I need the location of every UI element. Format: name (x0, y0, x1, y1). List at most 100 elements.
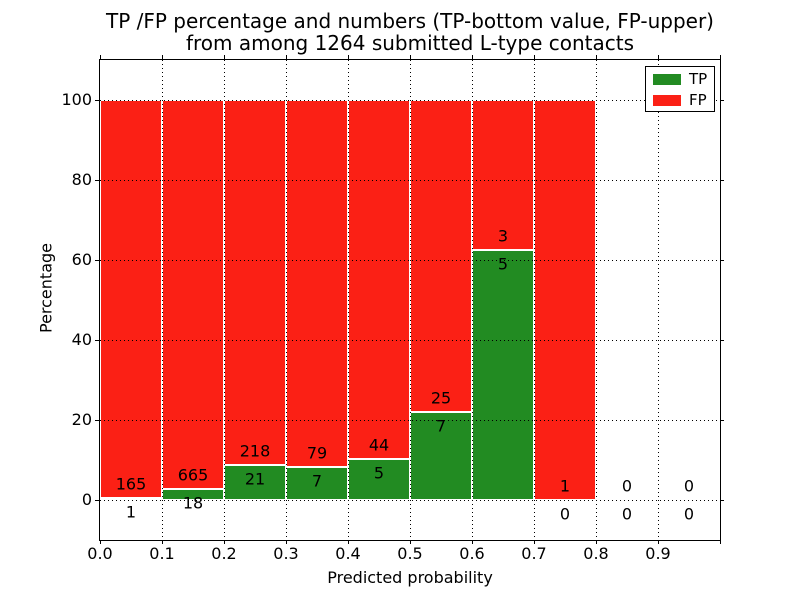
tp-swatch-icon (653, 74, 681, 85)
y-tick-label: 0 (81, 490, 92, 509)
tick-mark-y (95, 179, 99, 181)
tick-mark-x (533, 55, 535, 59)
tick-mark-x (161, 55, 163, 59)
x-tick-label: 0.2 (211, 544, 237, 563)
bar-fp (410, 100, 472, 413)
fp-count-label: 1 (559, 476, 571, 496)
tick-mark-x (409, 55, 411, 59)
fp-count-label: 218 (239, 441, 271, 461)
tp-count-label: 21 (244, 469, 266, 489)
bar-fp (472, 100, 534, 250)
bar-tp (348, 459, 410, 500)
tick-mark-y (720, 419, 724, 421)
tick-mark-y (720, 99, 724, 101)
y-tick-label: 80 (71, 170, 92, 189)
tick-mark-x (533, 540, 535, 544)
bar-tp (410, 412, 472, 500)
tick-mark-x (409, 540, 411, 544)
bar-fp (534, 100, 596, 500)
tick-mark-x (285, 540, 287, 544)
fp-count-label: 25 (430, 388, 452, 408)
tick-mark-y (95, 339, 99, 341)
tick-mark-x (99, 540, 101, 544)
bar-tp (224, 464, 286, 500)
legend-label: TP (689, 70, 708, 88)
tick-mark-x (657, 540, 659, 544)
y-tick-label: 20 (71, 410, 92, 429)
gridline-v (161, 60, 163, 540)
tick-mark-x (595, 540, 597, 544)
fp-count-label: 665 (177, 465, 209, 485)
tp-count-label: 1 (125, 502, 137, 522)
tick-mark-y (95, 99, 99, 101)
legend-entry: TP (646, 69, 714, 89)
gridline-h (100, 419, 720, 421)
tp-count-label: 18 (182, 493, 204, 513)
tick-mark-x (223, 540, 225, 544)
tick-mark-y (720, 499, 724, 501)
y-tick-label: 100 (61, 90, 92, 109)
tp-count-label: 5 (373, 463, 385, 483)
tick-mark-y (720, 259, 724, 261)
x-tick-label: 0.5 (397, 544, 423, 563)
tp-count-label: 0 (559, 504, 571, 524)
legend-entry: FP (646, 90, 714, 110)
tp-count-label: 5 (497, 254, 509, 274)
tp-count-label: 7 (311, 471, 323, 491)
tp-count-label: 0 (683, 504, 695, 524)
legend-label: FP (689, 91, 707, 109)
tick-mark-x (471, 55, 473, 59)
tick-mark-x (347, 540, 349, 544)
tick-mark-x (719, 55, 721, 59)
tick-mark-y (720, 179, 724, 181)
x-tick-label: 0.7 (521, 544, 547, 563)
legend: TP FP (645, 66, 715, 112)
fp-count-label: 165 (115, 474, 147, 494)
chart-title-line1: TP /FP percentage and numbers (TP-bottom… (106, 9, 714, 33)
fp-count-label: 44 (368, 435, 390, 455)
gridline-h (100, 179, 720, 181)
tick-mark-x (657, 55, 659, 59)
tick-mark-x (471, 540, 473, 544)
bar-fp (348, 100, 410, 460)
x-tick-label: 0.1 (149, 544, 175, 563)
tp-count-label: 0 (621, 504, 633, 524)
gridline-v (657, 60, 659, 540)
tick-mark-x (99, 55, 101, 59)
gridline-v (223, 60, 225, 540)
tick-mark-x (595, 55, 597, 59)
chart-title: TP /FP percentage and numbers (TP-bottom… (100, 10, 720, 54)
chart-title-line2: from among 1264 submitted L-type contact… (185, 31, 635, 55)
fp-count-label: 3 (497, 226, 509, 246)
bar-tp (472, 250, 534, 500)
tick-mark-y (95, 499, 99, 501)
gridline-h (100, 339, 720, 341)
bar-fp (100, 100, 162, 498)
fp-swatch-icon (653, 95, 681, 106)
y-tick-label: 40 (71, 330, 92, 349)
y-tick-label: 60 (71, 250, 92, 269)
fp-count-label: 79 (306, 443, 328, 463)
gridline-v (533, 60, 535, 540)
bar-fp (224, 100, 286, 465)
gridline-v (409, 60, 411, 540)
tick-mark-x (223, 55, 225, 59)
bar-fp (286, 100, 348, 468)
tick-mark-y (95, 419, 99, 421)
x-tick-label: 0.6 (459, 544, 485, 563)
tick-mark-y (95, 259, 99, 261)
tick-mark-x (347, 55, 349, 59)
gridline-h (100, 259, 720, 261)
tick-mark-x (719, 540, 721, 544)
x-axis-label: Predicted probability (327, 568, 493, 587)
tick-mark-x (161, 540, 163, 544)
gridline-h (100, 499, 720, 501)
gridline-v (471, 60, 473, 540)
tp-count-label: 7 (435, 416, 447, 436)
gridline-v (285, 60, 287, 540)
bar-fp (162, 100, 224, 490)
gridline-h (100, 99, 720, 101)
tick-mark-y (720, 339, 724, 341)
x-tick-label: 0.3 (273, 544, 299, 563)
